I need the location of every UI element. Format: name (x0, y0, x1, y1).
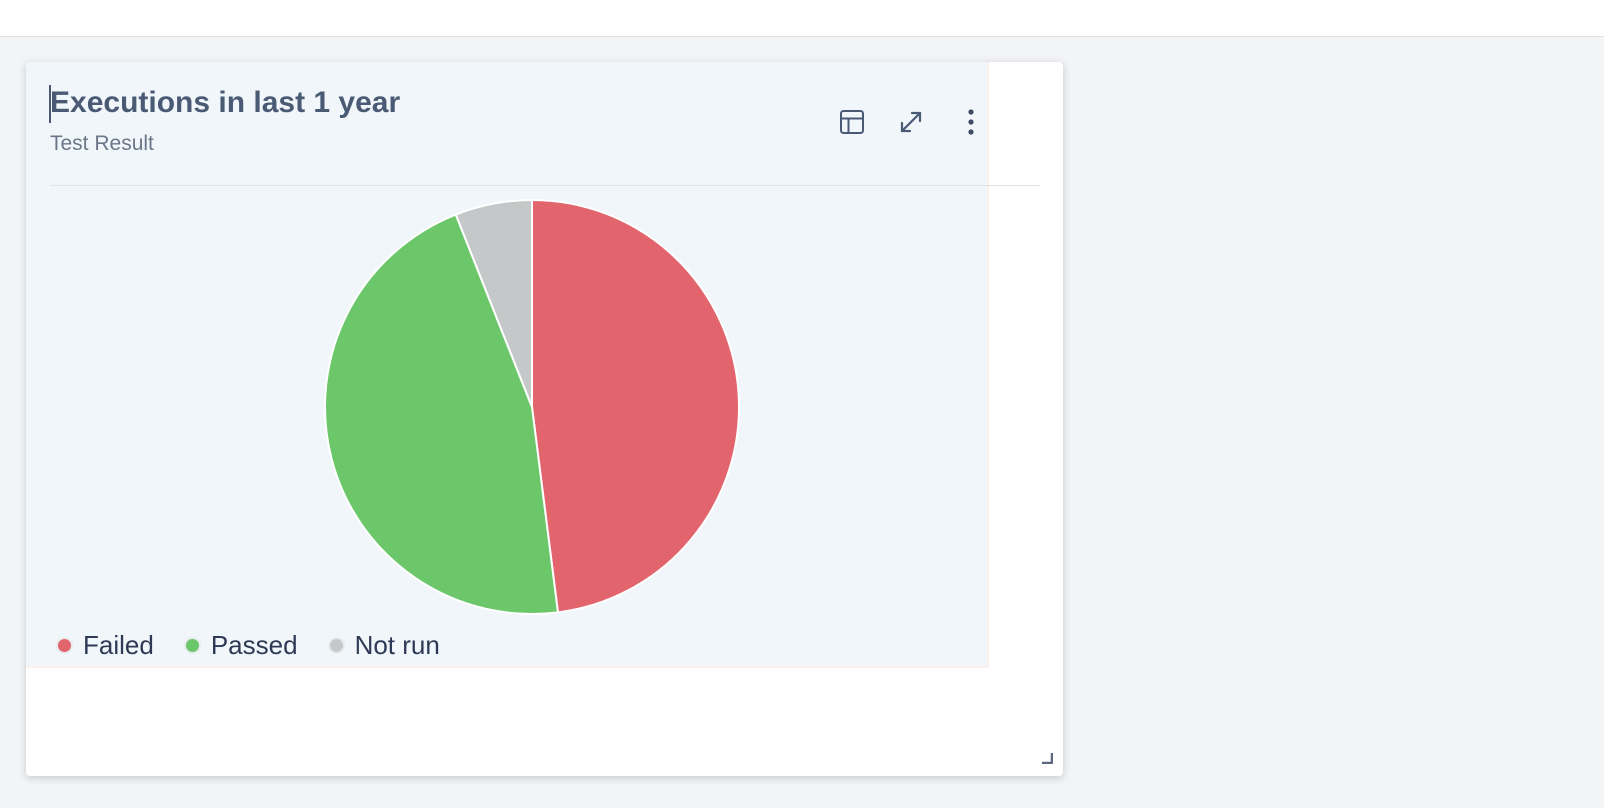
table-icon (840, 110, 864, 134)
legend-dot-passed (183, 637, 201, 654)
expand-icon (900, 111, 922, 133)
pie-chart (324, 198, 740, 615)
legend-item-not-run[interactable]: Not run (327, 630, 440, 661)
chart-legend: Failed Passed Not run (56, 630, 440, 661)
legend-label-not-run: Not run (354, 630, 440, 660)
resize-handle-icon[interactable] (1041, 752, 1053, 764)
top-bar (0, 0, 1604, 37)
table-view-button[interactable] (834, 104, 870, 140)
more-vertical-icon (968, 109, 974, 135)
pie-slice-passed[interactable] (324, 213, 560, 615)
chart-card: Executions in last 1 year Test Result (26, 62, 1063, 776)
more-options-button[interactable] (953, 104, 989, 140)
legend-dot-not-run (327, 637, 345, 654)
expand-button[interactable] (893, 104, 929, 140)
legend-dot-failed (56, 637, 73, 654)
header-divider (50, 185, 1040, 186)
legend-label-passed: Passed (210, 630, 298, 660)
pie-slice-failed[interactable] (531, 198, 740, 614)
card-title[interactable]: Executions in last 1 year (50, 86, 401, 119)
text-cursor (49, 85, 51, 123)
legend-label-failed: Failed (83, 630, 154, 660)
pie-slice-not-run[interactable] (454, 198, 533, 408)
legend-item-failed[interactable]: Failed (56, 630, 154, 661)
legend-item-passed[interactable]: Passed (183, 630, 298, 661)
card-subtitle: Test Result (50, 132, 154, 155)
